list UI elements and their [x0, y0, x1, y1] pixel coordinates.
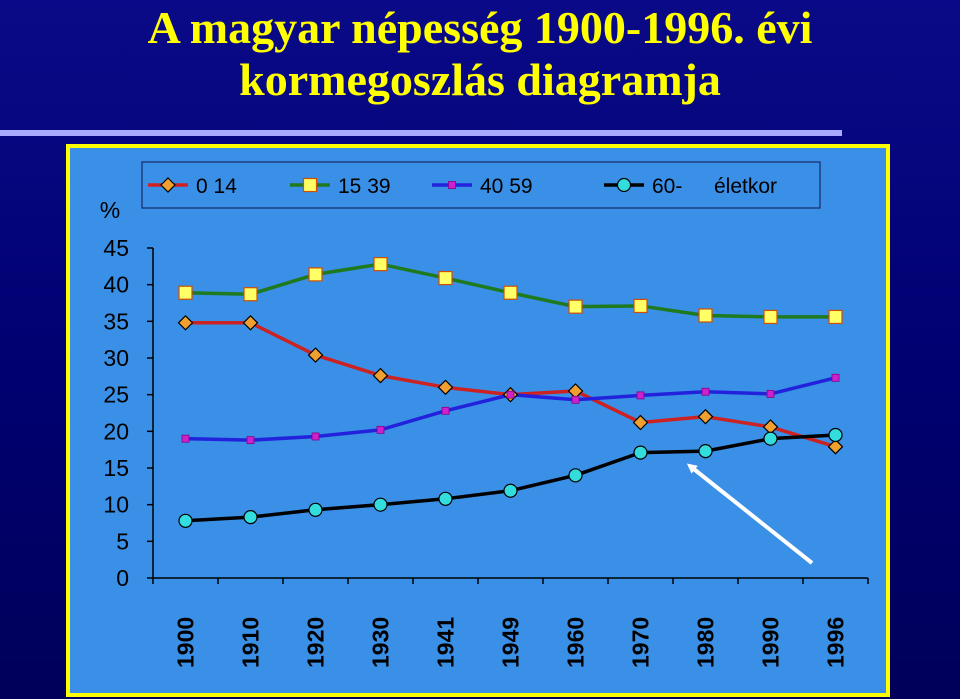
series-3-point — [243, 510, 258, 525]
series-0-point — [177, 314, 194, 331]
series-2-point — [311, 432, 320, 441]
x-tick-label: 1996 — [823, 617, 849, 668]
series-3-point — [438, 491, 453, 506]
slide-title: A magyar népesség 1900-1996. évi kormego… — [0, 2, 960, 106]
x-tick-label: 1949 — [498, 617, 524, 668]
series-0-point — [307, 347, 324, 363]
series-3-point — [178, 513, 193, 528]
y-axis-label: % — [100, 197, 120, 223]
legend-label: 15 39 — [338, 175, 391, 198]
series-1-point — [633, 298, 648, 314]
y-tick-label: 45 — [103, 235, 129, 261]
annotation-arrow — [686, 463, 814, 565]
x-tick-label: 1930 — [368, 617, 394, 668]
title-underline — [0, 130, 842, 136]
x-tick-label: 1980 — [693, 617, 719, 668]
y-tick-label: 25 — [103, 382, 129, 408]
y-tick-label: 40 — [103, 272, 129, 298]
series-2-point — [766, 390, 775, 398]
series-0-point — [242, 314, 259, 331]
legend-label: 40 59 — [480, 175, 533, 198]
series-3-point — [828, 427, 843, 443]
series-0-point — [437, 379, 454, 396]
series-2-point — [246, 436, 255, 445]
y-tick-label: 35 — [103, 308, 129, 334]
y-tick-label: 5 — [116, 528, 129, 554]
y-tick-label: 20 — [103, 418, 129, 444]
series-3-point — [568, 468, 583, 483]
x-tick-label: 1910 — [238, 617, 264, 668]
x-tick-label: 1900 — [173, 617, 199, 668]
series-1-point — [178, 285, 193, 300]
x-tick-label: 1960 — [563, 617, 589, 668]
legend-swatch-marker — [160, 177, 176, 193]
series-3-point — [373, 497, 388, 512]
series-1-point — [698, 308, 713, 323]
series-1-point — [763, 309, 778, 325]
series-2-point — [506, 390, 515, 399]
title-line-2: kormegoszlás diagramja — [239, 54, 721, 105]
series-1-point — [308, 267, 323, 282]
series-1-point — [438, 270, 453, 286]
series-1-point — [828, 309, 843, 325]
series-2-point — [441, 406, 450, 415]
x-tick-label: 1990 — [758, 617, 784, 668]
series-1-point — [373, 257, 388, 272]
legend-swatch-marker — [448, 181, 456, 189]
legend-swatch-marker — [616, 177, 632, 193]
series-3-point — [503, 483, 518, 498]
y-tick-label: 30 — [103, 345, 129, 371]
series-0-point — [632, 414, 649, 431]
series-2-point — [831, 373, 840, 382]
series-0-point — [372, 367, 389, 384]
series-2-point — [181, 434, 190, 443]
series-3-point — [633, 445, 648, 460]
chart-frame — [66, 144, 890, 697]
legend-swatch-marker — [302, 177, 318, 193]
series-1-point — [503, 285, 518, 300]
series-3-point — [308, 502, 323, 517]
x-tick-label: 1970 — [628, 617, 654, 668]
x-tick-label: 1920 — [303, 617, 329, 668]
series-0-point — [827, 438, 844, 455]
series-2-point — [376, 425, 385, 434]
series-3-point — [698, 444, 713, 459]
legend-suffix: életkor — [714, 175, 777, 198]
series-2-point — [636, 391, 645, 400]
series-0-point — [697, 408, 714, 425]
series-2-point — [701, 387, 710, 396]
y-tick-label: 10 — [103, 492, 129, 518]
y-tick-label: 15 — [103, 455, 129, 481]
series-3-point — [763, 431, 778, 446]
series-1-point — [243, 287, 258, 302]
series-2-point — [571, 395, 580, 404]
legend-box — [141, 161, 821, 209]
legend-label: 0 14 — [196, 175, 237, 198]
series-1-point — [568, 299, 583, 314]
x-tick-label: 1941 — [433, 617, 459, 668]
y-tick-label: 0 — [116, 565, 129, 591]
legend-label: 60- — [652, 175, 682, 198]
title-line-1: A magyar népesség 1900-1996. évi — [147, 2, 813, 53]
